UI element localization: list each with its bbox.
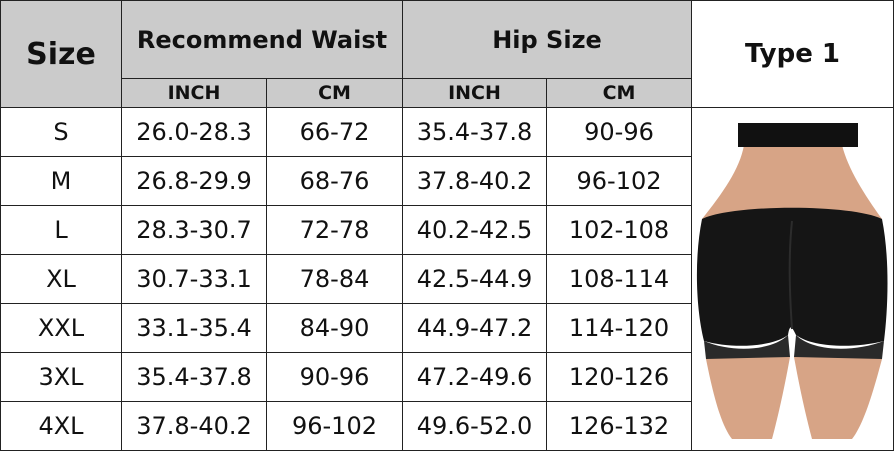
measure-cell: 114-120 [545,303,693,353]
measure-cell: 28.3-30.7 [121,205,267,255]
size-header: Size [0,0,122,108]
data-row: M 26.8-29.9 68-76 37.8-40.2 96-102 [0,156,894,206]
hip-header: Hip Size [401,0,693,79]
measure-cell: 35.4-37.8 [402,107,547,157]
unit-row: INCH CM INCH CM [1,78,894,108]
measure-cell: 90-96 [545,107,693,157]
size-cell: 4XL [0,401,122,451]
unit-header: CM [545,78,693,108]
header-row: Size Recommend Waist Hip Size Type 1 [0,0,894,108]
measure-cell: 120-126 [545,352,693,402]
leg-left [706,357,791,439]
waist-header: Recommend Waist [121,0,403,79]
measure-cell: 96-102 [545,156,693,206]
size-cell: L [0,205,122,255]
lace-right [794,335,885,365]
unit-header: INCH [402,78,547,108]
measure-cell: 35.4-37.8 [121,352,267,402]
measure-cell: 108-114 [545,254,693,304]
data-row: S 26.0-28.3 66-72 35.4-37.8 90-96 [0,107,894,451]
waistband [738,123,859,147]
measure-cell: 42.5-44.9 [402,254,547,304]
size-cell: 3XL [0,352,122,402]
measure-cell: 78-84 [266,254,403,304]
measure-cell: 96-102 [266,401,403,451]
size-cell: XL [0,254,122,304]
measure-cell: 102-108 [545,205,693,255]
leg-right [794,357,883,439]
data-row: 3XL 35.4-37.8 90-96 47.2-49.6 120-126 [0,352,894,402]
measure-cell: 26.0-28.3 [121,107,267,157]
measure-cell: 37.8-40.2 [402,156,547,206]
size-cell: XXL [0,303,122,353]
size-cell: S [0,107,122,157]
measure-cell: 90-96 [266,352,403,402]
data-row: XL 30.7-33.1 78-84 42.5-44.9 108-114 [0,254,894,304]
unit-header: CM [266,78,403,108]
measure-cell: 33.1-35.4 [121,303,267,353]
data-row: XXL 33.1-35.4 84-90 44.9-47.2 114-120 [0,303,894,353]
shorts [696,207,888,346]
lace-left [704,335,791,365]
measure-cell: 66-72 [266,107,403,157]
type-header: Type 1 [691,0,894,108]
data-row: 4XL 37.8-40.2 96-102 49.6-52.0 126-132 [0,401,894,451]
seam [788,220,794,330]
measure-cell: 49.6-52.0 [402,401,547,451]
data-row: L 28.3-30.7 72-78 40.2-42.5 102-108 [0,205,894,255]
measure-cell: 72-78 [266,205,403,255]
measure-cell: 30.7-33.1 [121,254,267,304]
measure-cell: 84-90 [266,303,403,353]
product-image [696,123,888,439]
measure-cell: 26.8-29.9 [121,156,267,206]
measure-cell: 126-132 [545,401,693,451]
size-cell: M [0,156,122,206]
measure-cell: 40.2-42.5 [402,205,547,255]
measure-cell: 47.2-49.6 [402,352,547,402]
measure-cell: 68-76 [266,156,403,206]
measure-cell: 37.8-40.2 [121,401,267,451]
measure-cell: 44.9-47.2 [402,303,547,353]
unit-header: INCH [121,78,267,108]
torso [702,145,883,219]
product-image-cell [691,107,894,451]
